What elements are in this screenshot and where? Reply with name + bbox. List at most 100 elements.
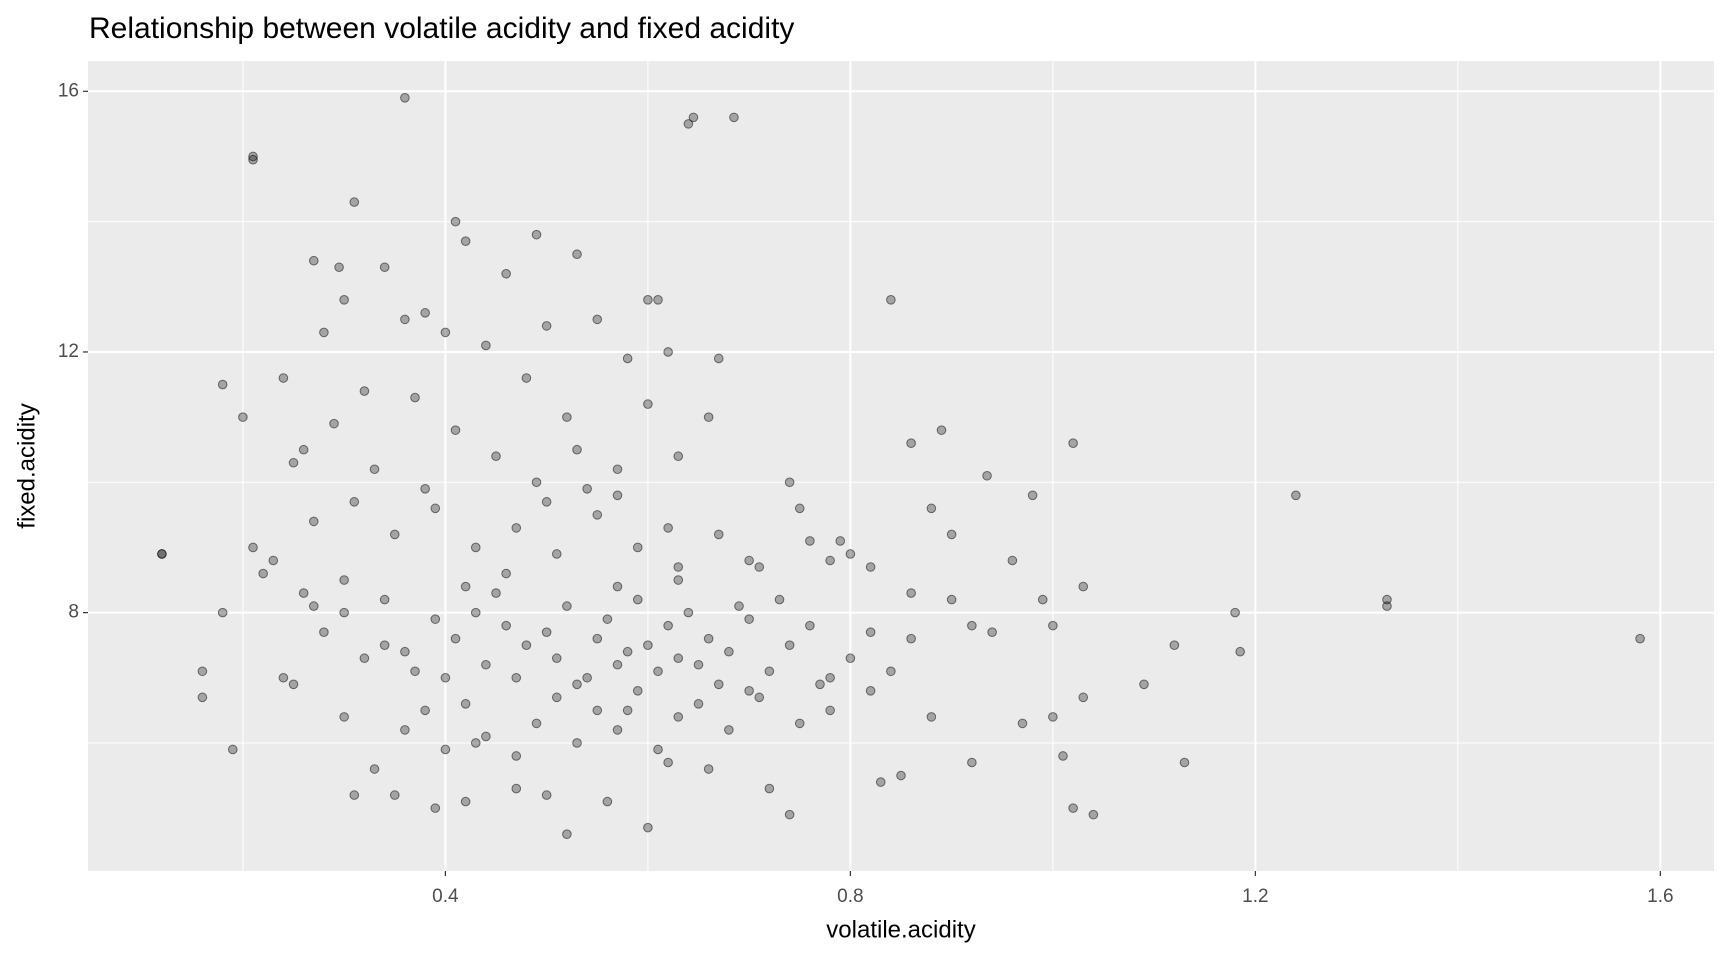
point [805,536,815,546]
point [825,705,835,716]
point [805,620,815,631]
point [440,672,451,683]
point [835,536,846,546]
point [764,783,775,794]
point [430,503,441,514]
point [1037,594,1048,605]
point [1048,620,1058,631]
point [673,562,684,572]
point [865,627,876,637]
point [1382,594,1392,605]
point [612,490,623,501]
point [683,119,694,129]
point [987,627,997,637]
point [551,549,562,559]
point [794,718,805,729]
point [572,444,582,455]
point [308,255,319,266]
point [592,314,603,325]
point [926,503,937,514]
point [400,646,410,657]
point [713,529,724,540]
point [470,607,481,618]
point [1068,803,1078,813]
point [1017,718,1028,729]
point [612,725,623,735]
point [308,516,319,527]
point [562,829,572,839]
point [511,751,522,761]
point [450,216,461,227]
point [278,672,289,683]
point [298,444,309,455]
point [643,399,653,409]
x-tick-label: 1.2 [1242,886,1268,907]
point [562,412,572,422]
point [217,607,228,618]
point [784,640,795,651]
point [420,484,430,494]
point [886,666,896,677]
point [339,295,349,305]
point [1139,679,1149,690]
point [541,321,552,331]
point [562,601,572,611]
point [622,353,633,364]
point [713,679,724,690]
point [1635,633,1645,644]
point [369,464,380,475]
point [460,581,471,592]
point [1235,646,1245,657]
point [1230,607,1240,618]
point [592,633,603,644]
point [521,640,532,651]
x-tick-label: 1.6 [1647,886,1673,907]
point [754,562,765,572]
point [531,229,542,240]
point [460,796,471,807]
point [663,523,673,533]
point [339,712,349,722]
point [551,692,562,703]
point [592,705,603,716]
point [531,718,542,729]
point [400,93,410,103]
point [359,386,370,396]
point [784,809,795,820]
point [982,470,992,481]
point [815,679,825,690]
point [389,790,400,800]
point [501,568,511,579]
point [622,705,633,716]
point [157,549,167,559]
point [865,562,876,572]
y-tick-label: 12 [58,341,79,362]
point [744,614,754,624]
point [693,699,704,709]
point [227,744,238,755]
point [653,666,663,677]
point [1078,581,1089,592]
point [845,653,856,664]
point [470,738,481,748]
point [592,510,603,520]
point [713,353,724,364]
point [724,646,734,657]
point [632,594,643,605]
point [551,653,562,664]
point [1088,809,1099,820]
x-axis-title: volatile.acidity [826,916,975,943]
point [481,659,491,670]
point [491,588,501,598]
chart-title: Relationship between volatile acidity an… [89,12,794,45]
point [906,633,916,644]
point [794,503,805,514]
point [410,392,420,403]
point [298,588,309,598]
point [612,464,623,475]
point [379,640,390,651]
point [1068,438,1078,448]
y-tick-label: 8 [68,602,79,623]
point [936,425,947,435]
